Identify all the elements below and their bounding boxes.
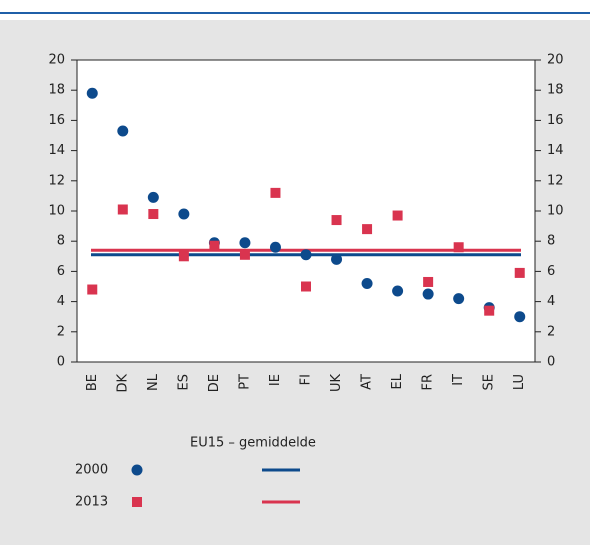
y-tick-label: 16 — [48, 113, 65, 128]
y2-tick-label: 16 — [547, 113, 564, 128]
legend-label: 2000 — [75, 463, 108, 478]
x-tick-label: FR — [421, 374, 436, 391]
x-tick-label: PT — [237, 374, 252, 390]
point — [422, 288, 434, 300]
x-tick-label: DE — [207, 374, 222, 392]
legend-title: EU15 – gemiddelde — [190, 436, 316, 451]
y2-tick-label: 12 — [547, 173, 564, 188]
point — [86, 87, 98, 99]
x-tick-label: FI — [299, 374, 314, 385]
y-tick-label: 10 — [48, 204, 65, 219]
point — [514, 267, 525, 278]
y2-tick-label: 10 — [547, 204, 564, 219]
plot-area — [76, 59, 536, 363]
point — [270, 187, 281, 198]
x-tick-label: IT — [451, 374, 466, 386]
x-tick-label: NL — [146, 373, 161, 391]
y2-tick-label: 14 — [547, 143, 564, 158]
y2-tick-label: 20 — [547, 53, 564, 68]
y-tick-label: 4 — [57, 294, 65, 309]
point — [392, 210, 403, 221]
y-tick-label: 0 — [57, 355, 65, 370]
point — [453, 293, 465, 305]
y2-tick-label: 4 — [547, 294, 555, 309]
y-tick-label: 12 — [48, 173, 65, 188]
point — [117, 204, 128, 215]
point — [209, 240, 220, 251]
point — [301, 281, 311, 292]
legend-marker — [131, 464, 143, 476]
y2-tick-label: 2 — [547, 324, 555, 339]
x-tick-label: SE — [482, 374, 497, 390]
point — [239, 249, 250, 260]
point — [178, 251, 189, 262]
x-tick-label: UK — [329, 374, 344, 393]
x-tick-label: LU — [512, 374, 527, 390]
y-tick-label: 18 — [48, 83, 65, 98]
point — [148, 209, 159, 220]
point — [484, 305, 495, 316]
x-tick-label: BE — [85, 374, 100, 391]
point — [117, 125, 129, 137]
point — [178, 208, 190, 220]
y-tick-label: 2 — [57, 324, 65, 339]
y2-tick-label: 8 — [547, 234, 555, 249]
point — [392, 285, 404, 297]
x-tick-label: ES — [176, 374, 191, 390]
x-tick-label: DK — [115, 374, 130, 393]
legend-marker — [132, 497, 142, 507]
point — [300, 249, 312, 261]
y2-tick-label: 0 — [547, 355, 555, 370]
point — [362, 224, 373, 235]
y2-tick-label: 18 — [547, 83, 564, 98]
point — [269, 241, 281, 253]
y-tick-label: 6 — [57, 264, 65, 279]
point — [361, 277, 373, 289]
point — [239, 237, 251, 249]
point — [331, 215, 342, 226]
y-tick-label: 14 — [48, 143, 65, 158]
point — [147, 191, 159, 203]
y2-tick-label: 6 — [547, 264, 555, 279]
point — [331, 253, 343, 265]
legend-label: 2013 — [75, 495, 108, 510]
point — [423, 276, 434, 287]
point — [87, 284, 98, 295]
point — [453, 242, 464, 253]
x-tick-label: EL — [390, 373, 405, 389]
x-tick-label: AT — [360, 374, 375, 390]
y-tick-label: 8 — [57, 234, 65, 249]
x-tick-label: IE — [268, 374, 283, 386]
point — [514, 311, 526, 323]
y-tick-label: 20 — [48, 53, 65, 68]
